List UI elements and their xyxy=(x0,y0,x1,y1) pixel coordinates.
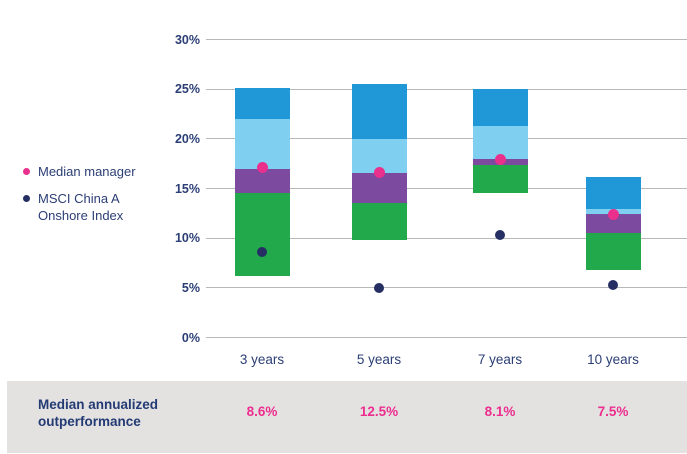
y-axis-tick-label: 30% xyxy=(174,32,200,47)
msci-china-a-onshore-index-dot-icon xyxy=(608,279,618,290)
legend-item-median-manager: Median manager xyxy=(23,163,136,180)
gridline xyxy=(206,88,687,90)
y-axis-tick-label: 20% xyxy=(174,131,200,146)
plot-area: 0% 5% 10% 15% 20% 25% 30% 3 years 5 years 7 years… xyxy=(174,32,687,367)
bar-10-years-segment-purple xyxy=(585,214,641,234)
bar-10-years-segment-green xyxy=(585,233,641,270)
x-axis-label-7-years: 7 years xyxy=(477,352,523,367)
gridline xyxy=(206,188,687,189)
median-manager-legend-dot-icon xyxy=(23,168,30,175)
gridline xyxy=(206,287,687,289)
msci-index-legend-dot-icon xyxy=(23,195,30,202)
y-axis-tick-label: 5% xyxy=(181,280,200,295)
summary-value-5-years: 12.5% xyxy=(359,404,399,419)
bar-3-years-segment-green xyxy=(234,193,290,276)
x-axis-label-10-years: 10 years xyxy=(587,352,639,367)
median-manager-dot-icon xyxy=(494,154,506,166)
gridline xyxy=(206,39,687,40)
msci-china-a-onshore-index-dot-icon xyxy=(257,247,267,258)
x-axis-label-5-years: 5 years xyxy=(356,352,402,367)
bar-10-years-segment-dark-blue xyxy=(585,176,641,210)
y-axis-tick-label: 25% xyxy=(174,82,200,97)
bar-5-years-segment-dark-blue xyxy=(351,84,407,139)
bar-5-years-segment-green xyxy=(351,203,407,241)
bar-3-years-segment-light-blue xyxy=(234,118,290,169)
legend-label-median-manager: Median manager xyxy=(38,164,136,179)
summary-value-10-years: 7.5% xyxy=(597,404,629,419)
bar-5-years-segment-light-blue xyxy=(351,138,407,173)
median-manager-dot-icon xyxy=(607,208,619,220)
x-axis-label-3-years: 3 years xyxy=(239,352,285,367)
legend-item-msci-china-a-onshore-index: MSCI China A Onshore Index xyxy=(23,190,123,224)
msci-china-a-onshore-index-dot-icon xyxy=(374,282,384,293)
gridline xyxy=(206,237,687,239)
y-axis-tick-label: 0% xyxy=(181,330,200,345)
summary-row-label: Median annualized outperformance xyxy=(38,397,159,429)
msci-china-a-onshore-index-dot-icon xyxy=(495,230,505,241)
bar-7-years-segment-dark-blue xyxy=(472,89,528,126)
legend-label-msci-china-a-onshore-index: MSCI China A Onshore Index xyxy=(38,191,124,223)
gridline xyxy=(206,138,687,140)
median-manager-dot-icon xyxy=(256,162,268,174)
bar-7-years-segment-green xyxy=(472,164,528,194)
median-manager-dot-icon xyxy=(373,167,385,179)
summary-table: Median annualized outperformance 8.6% 12… xyxy=(7,381,687,453)
summary-value-7-years: 8.1% xyxy=(484,404,516,419)
y-axis-tick-label: 10% xyxy=(174,231,200,246)
bar-7-years-segment-light-blue xyxy=(472,125,528,159)
y-axis-tick-label: 15% xyxy=(174,181,200,196)
summary-value-3-years: 8.6% xyxy=(246,404,278,419)
gridline xyxy=(206,337,687,338)
bar-3-years-segment-dark-blue xyxy=(234,88,290,119)
